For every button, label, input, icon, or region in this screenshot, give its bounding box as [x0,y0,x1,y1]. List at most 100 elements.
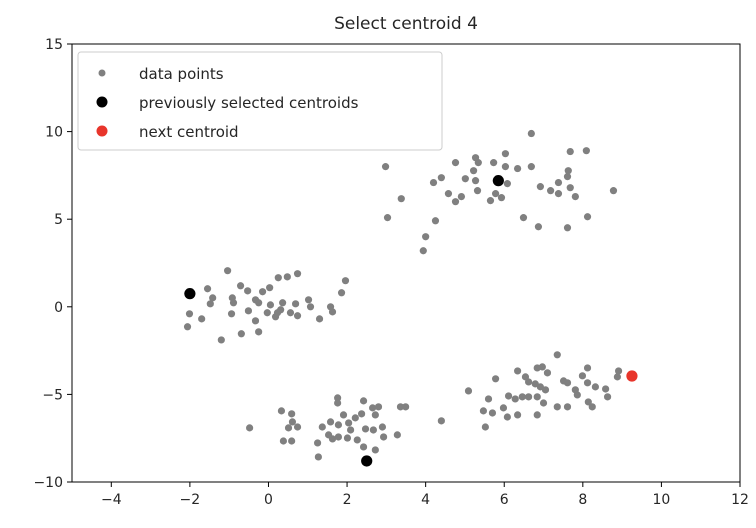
data-point [490,159,498,167]
data-point [554,178,563,187]
data-point [566,184,574,192]
data-point [371,411,379,419]
data-point [583,213,592,221]
data-point [227,310,236,318]
data-point [236,282,245,290]
data-point [583,364,592,372]
data-point [547,187,555,195]
data-point [471,177,480,185]
data-point [334,399,342,407]
data-point [469,167,478,175]
data-point [437,417,445,425]
data-point [291,300,300,308]
chart-title: Select centroid 4 [334,14,478,34]
data-point [263,309,271,317]
data-point [431,217,440,225]
data-point [209,294,217,302]
data-point [334,421,343,429]
previous-centroid [184,288,196,300]
y-tick-label: 5 [54,212,63,228]
data-point [474,159,482,167]
data-point [584,398,592,406]
data-point [293,270,302,278]
data-point [314,453,322,461]
data-point [274,274,282,282]
data-point [464,387,473,395]
data-point [582,147,590,155]
data-point [284,424,293,432]
legend-label-next-centroid: next centroid [139,123,239,141]
data-point [583,379,592,387]
x-tick-label: 2 [343,492,352,508]
data-point [359,397,368,405]
legend-box [77,51,443,151]
data-point [339,411,348,419]
x-tick-label: 12 [731,492,749,508]
data-point [357,410,366,418]
data-point [527,163,535,171]
data-point [266,301,275,309]
data-point [422,233,430,241]
data-point [315,315,324,323]
data-point [541,386,550,394]
data-point [318,423,326,431]
data-point [503,413,511,421]
data-point [206,300,214,308]
data-point [341,277,350,285]
data-point [255,328,263,336]
data-point [328,435,337,443]
data-point [185,310,194,318]
next-centroid [626,370,638,382]
data-point [501,150,510,158]
data-point [566,147,574,156]
x-tick-label: −4 [101,492,122,508]
data-point [564,167,572,175]
data-point [286,309,295,317]
y-tick-label: 0 [54,300,63,316]
data-point [359,443,368,451]
data-point [217,336,225,344]
data-point [609,187,618,195]
data-point [554,190,563,198]
data-point [571,192,579,201]
data-point [293,312,302,320]
data-point [288,437,296,445]
x-tick-label: −2 [180,492,201,508]
data-point [539,399,548,407]
x-tick-label: 4 [421,492,430,508]
data-point [198,315,206,323]
data-point [499,404,508,412]
data-point [603,393,612,401]
data-point [383,214,392,222]
data-point [334,394,342,402]
data-point [457,192,466,201]
data-point [429,178,438,187]
legend-label-data-points: data points [139,65,224,83]
data-point [279,299,287,307]
data-point [518,393,526,401]
data-point [444,190,453,198]
data-point [279,437,288,445]
data-point [237,330,245,338]
data-point [396,403,405,411]
data-point [563,403,572,411]
data-point [437,174,445,182]
x-tick-label: 8 [578,492,587,508]
plot-area [183,129,638,467]
data-point [343,434,352,442]
data-point [246,424,254,432]
data-point [328,308,337,316]
data-point [381,163,390,171]
data-point [374,403,383,411]
data-point [277,306,285,314]
legend-marker-data-points [98,69,106,77]
data-point [533,411,541,419]
data-point [513,411,522,419]
data-point [203,285,212,293]
data-point [533,393,541,401]
data-point [451,198,460,206]
data-point [613,373,622,381]
data-point [553,403,561,411]
data-point [397,195,405,203]
data-point [393,431,401,439]
